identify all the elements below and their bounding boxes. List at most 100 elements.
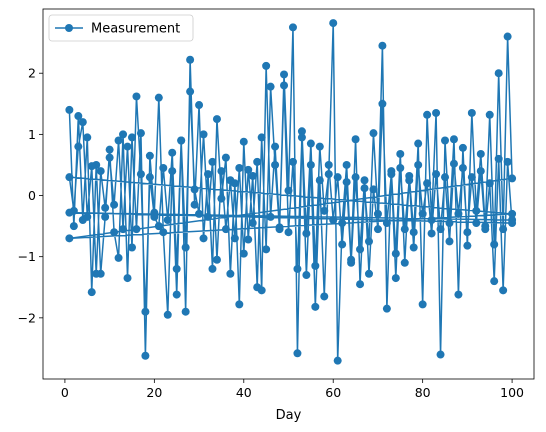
- data-point: [329, 215, 338, 224]
- data-point: [168, 148, 177, 157]
- data-point: [110, 228, 119, 237]
- data-point: [476, 149, 485, 158]
- data-point: [230, 234, 239, 243]
- legend: Measurement: [48, 14, 194, 42]
- data-point: [445, 237, 454, 246]
- data-point: [141, 351, 150, 360]
- data-point: [436, 225, 445, 234]
- data-point: [262, 245, 271, 254]
- data-point: [306, 139, 315, 148]
- data-point: [145, 151, 154, 160]
- data-point: [168, 167, 177, 176]
- data-point: [235, 164, 244, 173]
- data-point: [481, 225, 490, 234]
- data-point: [74, 112, 83, 121]
- data-point: [387, 170, 396, 179]
- data-point: [490, 277, 499, 286]
- data-point: [92, 269, 101, 278]
- data-point: [449, 159, 458, 168]
- data-point: [275, 223, 284, 232]
- data-point: [65, 208, 74, 217]
- data-point: [499, 225, 508, 234]
- data-point: [391, 274, 400, 283]
- data-point: [204, 212, 213, 221]
- data-point: [485, 110, 494, 119]
- data-point: [414, 160, 423, 169]
- data-point: [432, 170, 441, 179]
- data-point: [181, 243, 190, 252]
- legend-entry-measurement: Measurement: [91, 22, 180, 37]
- data-point: [186, 55, 195, 64]
- data-point: [356, 245, 365, 254]
- data-point: [427, 215, 436, 224]
- data-point: [338, 219, 347, 228]
- data-point: [360, 176, 369, 185]
- data-point: [123, 274, 132, 283]
- data-point: [288, 23, 297, 32]
- data-point: [132, 225, 141, 234]
- data-point: [320, 292, 329, 301]
- data-point: [418, 300, 427, 309]
- data-point: [226, 176, 235, 185]
- data-point: [65, 105, 74, 114]
- data-point: [423, 179, 432, 188]
- data-point: [257, 133, 266, 142]
- data-point: [463, 228, 472, 237]
- data-point: [311, 261, 320, 270]
- data-point: [494, 154, 503, 163]
- x-axis-label: Day: [276, 408, 302, 423]
- data-point: [382, 304, 391, 313]
- data-point: [347, 258, 356, 267]
- data-point: [78, 118, 87, 127]
- data-point: [284, 228, 293, 237]
- data-point: [208, 157, 217, 166]
- data-point: [297, 127, 306, 136]
- data-point: [503, 157, 512, 166]
- data-point: [123, 142, 132, 151]
- data-point: [244, 235, 253, 244]
- data-point: [418, 209, 427, 218]
- data-point: [320, 206, 329, 215]
- data-point: [136, 170, 145, 179]
- x-tick-label: 40: [236, 385, 252, 400]
- data-point: [445, 219, 454, 228]
- data-point: [271, 142, 280, 151]
- data-point: [427, 229, 436, 238]
- data-point: [454, 290, 463, 299]
- data-point: [159, 228, 168, 237]
- data-point: [441, 173, 450, 182]
- data-point: [382, 219, 391, 228]
- data-point: [181, 307, 190, 316]
- data-point: [351, 135, 360, 144]
- data-point: [141, 307, 150, 316]
- data-point: [351, 173, 360, 182]
- data-point: [208, 264, 217, 273]
- legend-marker-swatch: [65, 24, 73, 32]
- data-point: [405, 176, 414, 185]
- data-point: [119, 130, 128, 139]
- data-point: [150, 212, 159, 221]
- data-point: [199, 234, 208, 243]
- x-tick-label: 60: [325, 385, 341, 400]
- data-point: [87, 288, 96, 297]
- data-point: [490, 240, 499, 249]
- data-point: [65, 173, 74, 182]
- data-point: [271, 160, 280, 169]
- data-point: [311, 302, 320, 311]
- data-point: [96, 167, 105, 176]
- data-point: [114, 253, 123, 262]
- data-point: [195, 101, 204, 110]
- data-point: [101, 212, 110, 221]
- data-point: [373, 209, 382, 218]
- data-point: [467, 173, 476, 182]
- data-point: [190, 200, 199, 209]
- data-point: [221, 153, 230, 162]
- data-point: [69, 222, 78, 231]
- legend-box: [48, 14, 194, 42]
- data-point: [409, 228, 418, 237]
- data-point: [458, 143, 467, 152]
- data-point: [472, 219, 481, 228]
- y-tick-label: −2: [18, 310, 36, 325]
- x-tick-label: 80: [415, 385, 431, 400]
- data-point: [391, 249, 400, 258]
